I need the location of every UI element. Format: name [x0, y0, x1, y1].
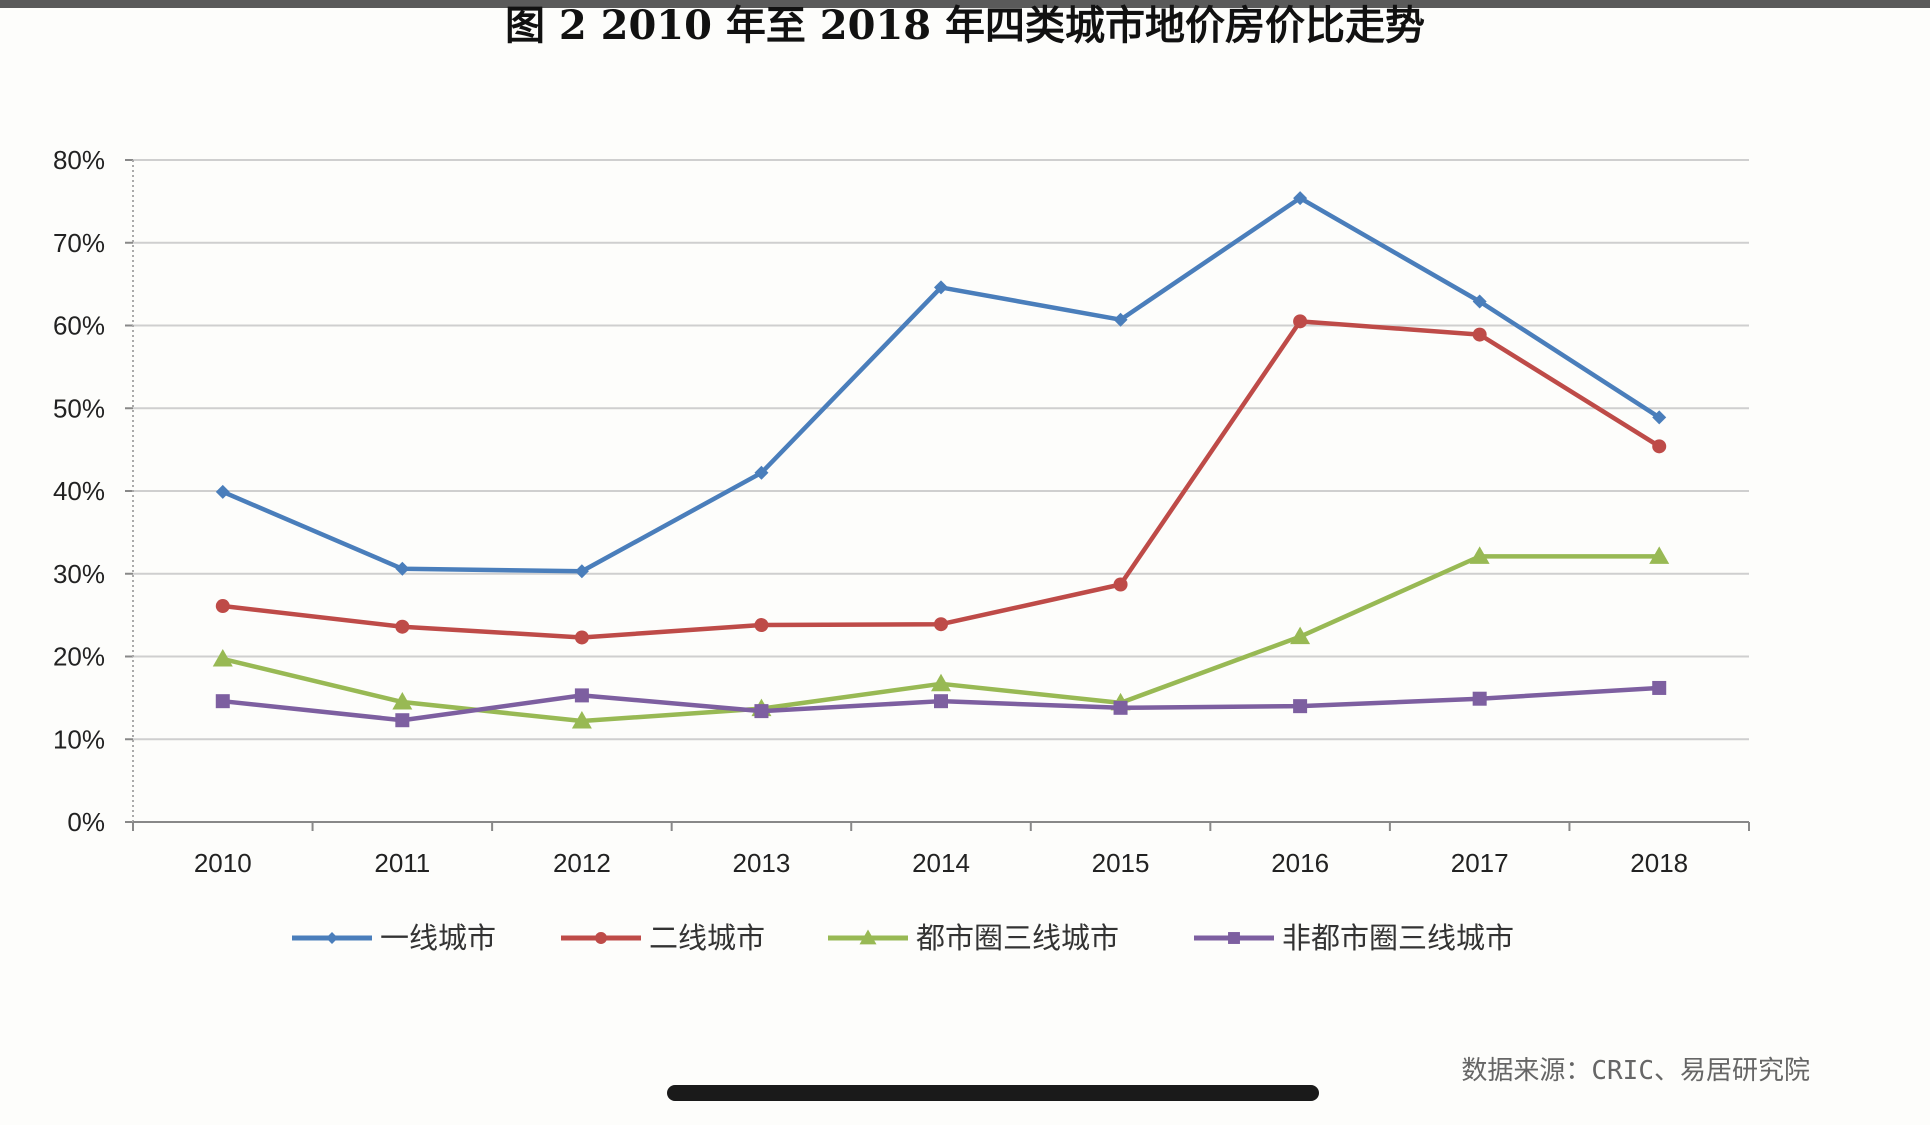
x-tick-label: 2018	[1630, 848, 1688, 878]
data-point	[1649, 546, 1670, 564]
axes: 0% 10% 20% 30% 40% 50% 60% 70% 80% 2010 2011 2012 20…	[53, 145, 1750, 878]
data-point	[1290, 626, 1311, 645]
series-0	[215, 191, 1667, 579]
data-point	[931, 673, 951, 692]
legend-item-1: 二线城市	[561, 921, 765, 955]
y-tick-label: 0%	[67, 807, 105, 837]
home-indicator[interactable]	[667, 1085, 1319, 1101]
legend-label: 一线城市	[380, 921, 496, 955]
data-point	[1113, 312, 1128, 327]
chart-title: 图 2 2010 年至 2018 年四类城市地价房价比走势	[504, 2, 1426, 49]
data-point	[215, 484, 230, 499]
x-tick-label: 2013	[733, 848, 791, 878]
legend-item-3: 非都市圈三线城市	[1194, 921, 1514, 955]
x-tick-label: 2015	[1092, 848, 1150, 878]
data-point	[934, 280, 948, 295]
legend-label: 非都市圈三线城市	[1282, 921, 1514, 955]
data-point	[1472, 294, 1487, 309]
data-point	[395, 619, 410, 634]
data-point	[1472, 691, 1487, 706]
x-tick-label: 2010	[194, 848, 252, 878]
series-1	[215, 314, 1667, 645]
legend-item-0: 一线城市	[292, 921, 496, 955]
legend-label: 都市圈三线城市	[916, 921, 1119, 955]
data-point	[1113, 577, 1128, 592]
data-point	[574, 630, 589, 645]
top-bar	[0, 0, 1930, 8]
x-tick-label: 2017	[1451, 848, 1509, 878]
grid-lines	[133, 159, 1749, 741]
x-tick-label: 2014	[912, 848, 970, 878]
data-point	[1472, 327, 1487, 342]
data-point	[934, 617, 948, 632]
y-tick-label: 40%	[53, 476, 105, 506]
data-point	[1293, 191, 1308, 206]
series-3	[215, 680, 1667, 728]
y-tick-label: 50%	[53, 393, 105, 423]
series-line	[222, 319, 1661, 640]
legend-marker	[859, 929, 877, 945]
series-layer	[212, 191, 1670, 729]
legend-item-2: 都市圈三线城市	[828, 921, 1119, 955]
data-point	[395, 561, 410, 576]
legend-label: 二线城市	[649, 921, 765, 955]
data-point	[571, 711, 592, 729]
data-point	[754, 465, 769, 480]
data-point	[754, 618, 769, 633]
data-point	[1113, 700, 1128, 715]
x-tick-label: 2012	[553, 848, 611, 878]
x-tick-label: 2011	[374, 848, 430, 878]
data-point	[1652, 439, 1667, 454]
data-point	[395, 713, 410, 728]
data-point	[392, 692, 413, 710]
data-point	[934, 694, 948, 709]
data-point	[754, 704, 769, 719]
legend-marker	[326, 932, 338, 944]
y-tick-label: 10%	[53, 724, 105, 754]
data-point	[215, 694, 230, 709]
data-point	[1652, 680, 1667, 695]
data-point	[1469, 546, 1490, 564]
y-tick-label: 30%	[53, 559, 105, 589]
data-point	[1652, 410, 1667, 425]
y-tick-label: 20%	[53, 642, 105, 672]
data-point	[1293, 699, 1308, 714]
data-point	[215, 599, 230, 614]
series-line	[221, 195, 1661, 574]
y-tick-label: 60%	[53, 311, 105, 341]
data-point	[574, 564, 589, 579]
legend-marker	[1228, 932, 1240, 944]
data-point	[1293, 314, 1308, 329]
x-tick-label: 2016	[1271, 848, 1329, 878]
data-point	[574, 688, 589, 703]
y-tick-label: 80%	[53, 145, 105, 175]
legend-marker	[595, 932, 607, 944]
data-point	[212, 648, 233, 667]
source-note: 数据来源：CRIC、易居研究院	[1461, 1056, 1810, 1086]
legend: 一线城市 二线城市 都市圈三线城市 非都市圈三线城市	[292, 921, 1514, 955]
y-tick-label: 70%	[53, 228, 105, 258]
